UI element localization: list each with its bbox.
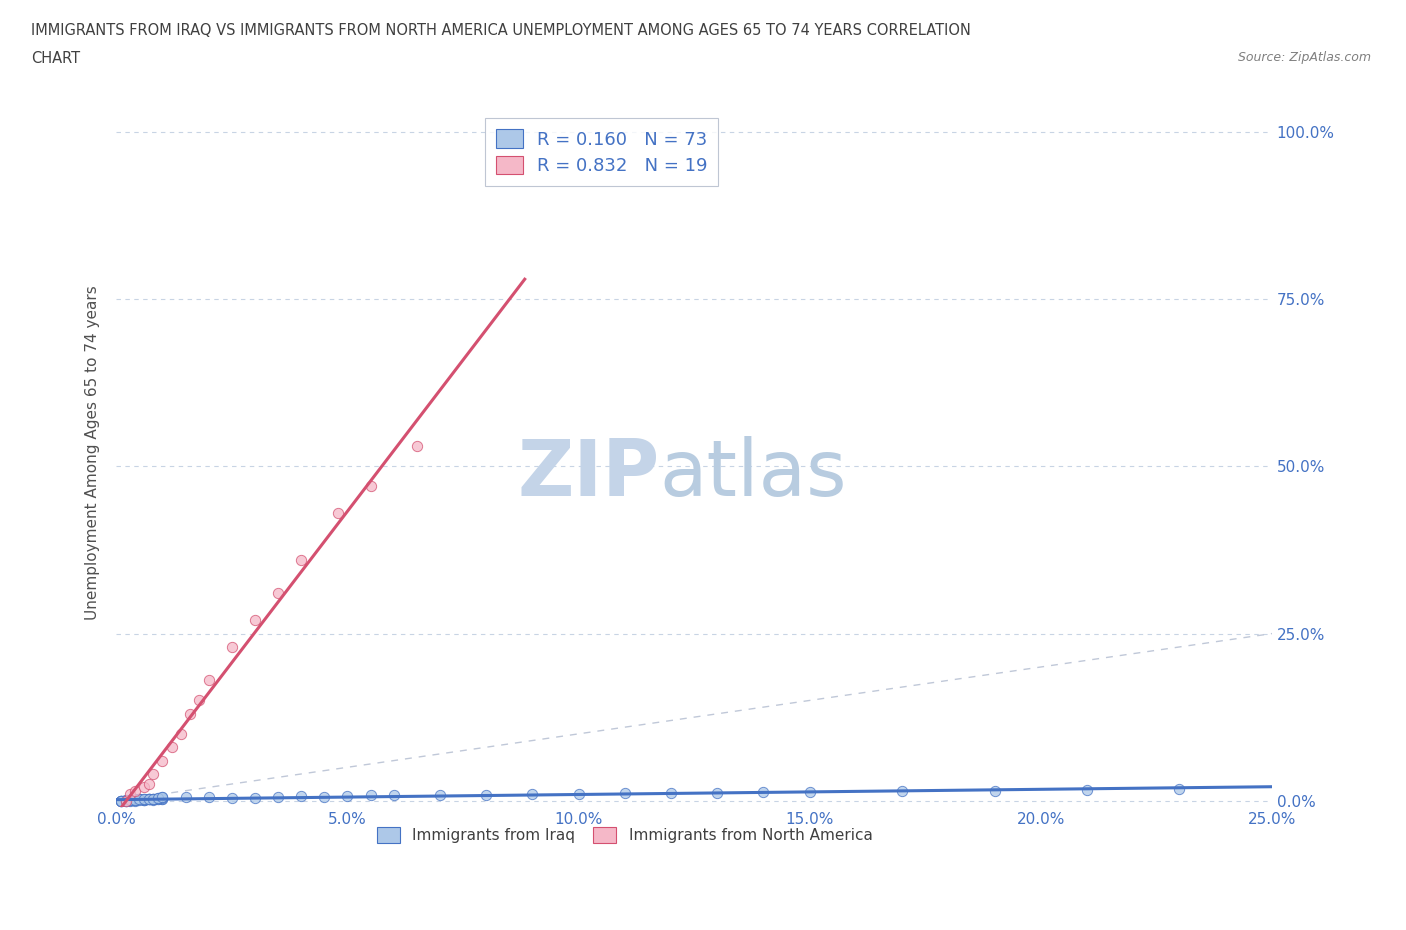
Point: [120, 792, 142, 807]
Point: [142, 766, 165, 781]
Point: [124, 792, 146, 807]
Point: [152, 790, 174, 805]
Text: Source: ZipAtlas.com: Source: ZipAtlas.com: [1237, 51, 1371, 64]
Point: [799, 785, 821, 800]
Point: [188, 693, 211, 708]
Point: [314, 790, 336, 804]
Point: [891, 784, 914, 799]
Point: [120, 792, 142, 807]
Point: [142, 792, 165, 807]
Point: [110, 793, 132, 808]
Point: [110, 793, 132, 808]
Point: [124, 792, 146, 807]
Point: [132, 792, 155, 807]
Point: [132, 792, 155, 807]
Point: [360, 479, 382, 494]
Point: [152, 753, 174, 768]
Point: [142, 791, 165, 806]
Point: [114, 792, 136, 807]
Point: [120, 792, 142, 807]
Point: [114, 793, 136, 808]
Point: [142, 792, 165, 807]
Point: [138, 792, 160, 807]
Point: [1076, 782, 1098, 797]
Point: [120, 792, 142, 807]
Point: [706, 785, 728, 800]
Point: [290, 789, 312, 804]
Point: [120, 792, 142, 807]
Point: [405, 439, 427, 454]
Point: [170, 726, 193, 741]
Point: [132, 792, 155, 807]
Point: [152, 790, 174, 804]
Point: [114, 793, 136, 808]
Point: [328, 506, 350, 521]
Point: [429, 788, 451, 803]
Point: [110, 793, 132, 808]
Point: [124, 793, 146, 808]
Point: [179, 707, 201, 722]
Point: [132, 780, 155, 795]
Point: [120, 787, 142, 802]
Point: [128, 792, 150, 807]
Point: [138, 792, 160, 807]
Point: [120, 793, 142, 808]
Point: [221, 640, 243, 655]
Point: [128, 792, 150, 807]
Point: [152, 792, 174, 807]
Point: [138, 792, 160, 807]
Point: [152, 790, 174, 804]
Point: [138, 792, 160, 807]
Point: [336, 789, 359, 804]
Legend: Immigrants from Iraq, Immigrants from North America: Immigrants from Iraq, Immigrants from No…: [371, 821, 879, 849]
Point: [146, 791, 169, 806]
Point: [114, 792, 136, 807]
Point: [267, 790, 290, 804]
Point: [197, 673, 219, 688]
Point: [290, 552, 312, 567]
Point: [138, 791, 160, 806]
Point: [124, 792, 146, 807]
Point: [243, 613, 266, 628]
Point: [142, 791, 165, 806]
Point: [146, 791, 169, 806]
Point: [613, 786, 636, 801]
Point: [752, 785, 775, 800]
Point: [142, 791, 165, 806]
Point: [124, 792, 146, 807]
Point: [124, 783, 146, 798]
Point: [475, 788, 498, 803]
Point: [243, 790, 266, 805]
Point: [114, 793, 136, 808]
Point: [114, 793, 136, 808]
Point: [110, 793, 132, 808]
Point: [138, 777, 160, 791]
Point: [382, 788, 405, 803]
Y-axis label: Unemployment Among Ages 65 to 74 years: Unemployment Among Ages 65 to 74 years: [86, 286, 100, 620]
Point: [128, 792, 150, 807]
Point: [128, 792, 150, 807]
Point: [128, 792, 150, 807]
Text: CHART: CHART: [31, 51, 80, 66]
Point: [174, 790, 197, 804]
Point: [132, 791, 155, 806]
Point: [197, 790, 219, 804]
Point: [1168, 782, 1191, 797]
Point: [160, 739, 183, 754]
Point: [360, 788, 382, 803]
Point: [152, 791, 174, 806]
Point: [983, 783, 1005, 798]
Point: [221, 790, 243, 805]
Point: [567, 787, 589, 802]
Point: [267, 586, 290, 601]
Text: ZIP: ZIP: [517, 436, 659, 512]
Point: [659, 785, 682, 800]
Point: [132, 792, 155, 807]
Text: atlas: atlas: [659, 436, 846, 512]
Point: [522, 787, 544, 802]
Point: [146, 790, 169, 805]
Point: [146, 790, 169, 805]
Point: [110, 793, 132, 808]
Text: IMMIGRANTS FROM IRAQ VS IMMIGRANTS FROM NORTH AMERICA UNEMPLOYMENT AMONG AGES 65: IMMIGRANTS FROM IRAQ VS IMMIGRANTS FROM …: [31, 23, 970, 38]
